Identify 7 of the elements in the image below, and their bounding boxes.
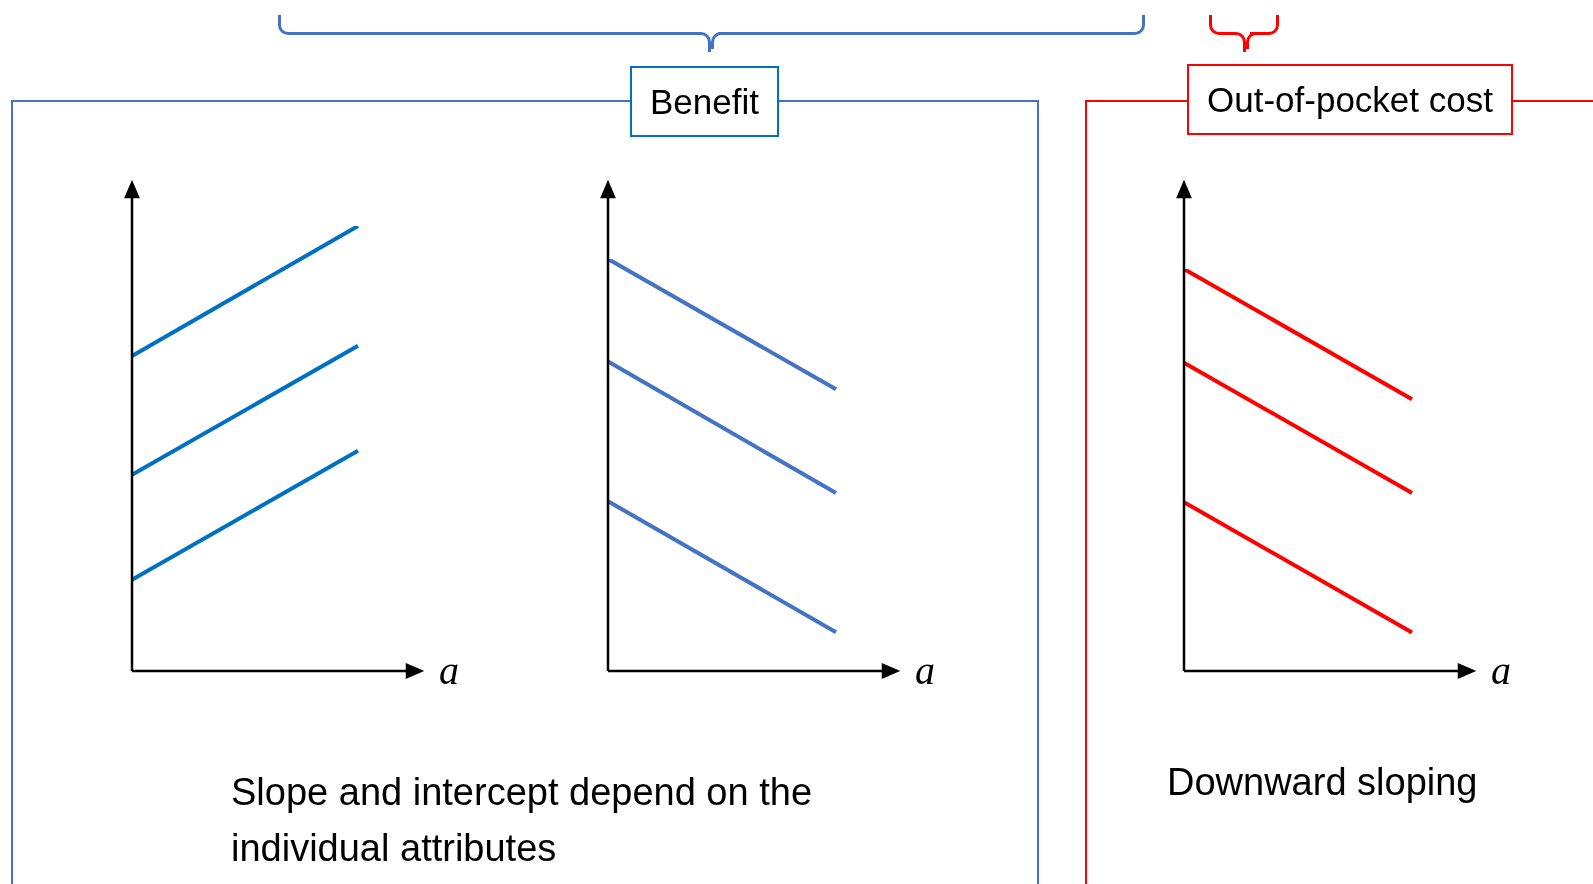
x-axis-title: a [439, 647, 459, 693]
text: Benefit [630, 66, 779, 137]
text: Slope and intercept depend on the individual attributes [231, 770, 814, 871]
x-axis-title: a [915, 647, 935, 693]
text: Out-of-pocket cost [1187, 64, 1513, 135]
x-axis-title: a [1491, 647, 1511, 693]
text: Downward sloping [1167, 760, 1479, 805]
